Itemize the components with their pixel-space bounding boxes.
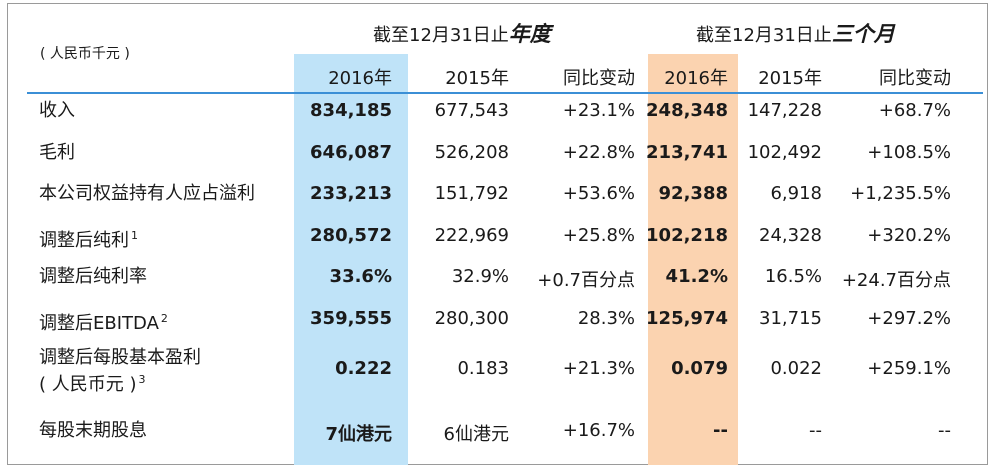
footnote-marker: 2 [160,312,168,325]
table-cell: +320.2% [867,225,951,246]
table-cell: 280,572 [310,225,392,246]
table-cell: 233,213 [310,183,392,204]
table-cell: +1,235.5% [850,183,951,204]
row-label-text: 调整后每股基本盈利 [39,347,201,368]
annual-period-header: 截至12月31日止年度 [373,18,551,48]
table-cell: 526,208 [434,142,509,163]
column-header: 2016年 [664,64,728,93]
table-cell: +259.1% [867,358,951,379]
table-cell: +53.6% [562,183,635,204]
row-label-text: 毛利 [39,142,75,163]
footnote-marker: 1 [131,229,138,242]
row-label: 调整后纯利 1 [39,225,138,252]
column-header: 2015年 [445,64,509,93]
table-cell: -- [713,420,728,441]
table-cell: 0.079 [671,358,728,379]
table-cell: 0.183 [457,358,509,379]
row-label-text: 收入 [39,100,75,121]
unit-label: ( 人民币千元 ) [40,46,130,62]
table-cell: 32.9% [451,266,509,287]
table-cell: 16.5% [764,266,822,287]
table-cell: 151,792 [434,183,509,204]
table-cell: 28.3% [577,308,635,329]
table-cell: 213,741 [646,142,728,163]
annual-period-prefix: 截至12月31日止 [373,25,509,46]
column-header: 同比变动 [563,64,635,93]
table-cell: +24.7百分点 [841,270,951,291]
table-cell: +25.8% [562,225,635,246]
table-cell: 102,218 [646,225,728,246]
table-cell: 92,388 [658,183,728,204]
annual-period-suffix: 年度 [508,22,551,46]
table-cell: 125,974 [646,308,728,329]
table-cell: +0.7百分点 [537,270,635,291]
header-rule [27,92,983,94]
row-label: 调整后每股基本盈利 ( 人民币元 ) 3 [39,347,201,396]
quarter-2016-highlight [648,54,738,465]
table-cell: 33.6% [329,266,392,287]
row-label-text: 本公司权益持有人应占溢利 [39,183,255,204]
row-label: 收入 [39,100,75,122]
column-header: 2016年 [328,64,392,93]
year-2016-highlight [294,54,408,465]
table-cell: 6仙港元 [443,424,509,445]
table-cell: 359,555 [310,308,392,329]
table-cell: 147,228 [747,100,822,121]
table-cell: +22.8% [562,142,635,163]
table-cell: 31,715 [759,308,822,329]
table-cell: 677,543 [434,100,509,121]
table-cell: 646,087 [310,142,392,163]
table-cell: +16.7% [562,420,635,441]
footnote-marker: 3 [138,373,146,386]
quarter-period-suffix: 三个月 [831,22,895,46]
table-cell: +297.2% [867,308,951,329]
table-cell: 24,328 [759,225,822,246]
row-label: 调整后纯利率 [39,266,147,288]
row-label: 本公司权益持有人应占溢利 [39,183,255,205]
financial-summary-table: ( 人民币千元 ) 截至12月31日止年度 截至12月31日止三个月 2016年… [7,3,988,465]
table-cell: +23.1% [562,100,635,121]
row-label-text: 调整后纯利率 [39,266,147,287]
table-cell: +68.7% [878,100,951,121]
table-cell: 0.022 [770,358,822,379]
table-cell: 6,918 [770,183,822,204]
row-label-unit: ( 人民币元 ) [39,374,137,395]
table-cell: 7仙港元 [325,424,392,445]
table-cell: 41.2% [665,266,728,287]
table-cell: 102,492 [747,142,822,163]
row-label-text: 调整后EBITDA [39,313,159,334]
table-cell: 0.222 [335,358,392,379]
table-cell: 834,185 [310,100,392,121]
row-label: 毛利 [39,142,75,164]
table-cell: +108.5% [867,142,951,163]
table-cell: -- [938,420,951,441]
column-header: 2015年 [758,64,822,93]
quarter-period-prefix: 截至12月31日止 [696,25,832,46]
table-cell: 222,969 [434,225,509,246]
table-cell: 248,348 [646,100,728,121]
table-cell: 280,300 [434,308,509,329]
row-label-text: 调整后纯利 [39,230,129,251]
table-cell: +21.3% [562,358,635,379]
column-header: 同比变动 [879,64,951,93]
row-label-text: 每股末期股息 [39,420,147,441]
quarter-period-header: 截至12月31日止三个月 [696,18,895,48]
row-label: 每股末期股息 [39,420,147,442]
table-cell: -- [809,420,822,441]
row-label: 调整后EBITDA 2 [39,308,168,335]
